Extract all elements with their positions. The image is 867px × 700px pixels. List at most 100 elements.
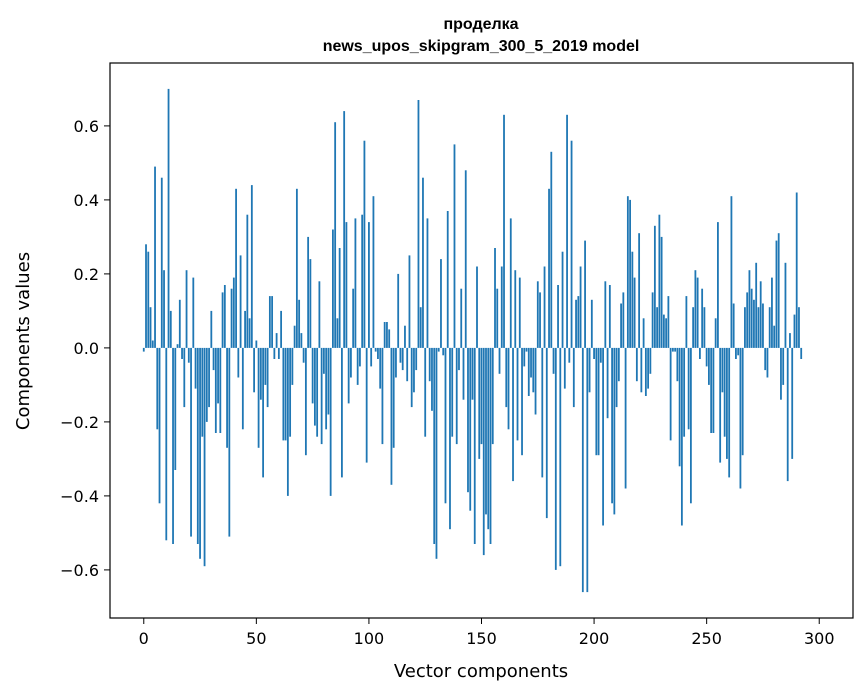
bar xyxy=(415,347,418,371)
bar xyxy=(172,347,174,544)
bar xyxy=(417,100,420,348)
bar xyxy=(271,296,274,348)
bar xyxy=(561,251,564,348)
chart-title-line1: проделка xyxy=(443,16,518,33)
bar xyxy=(395,347,397,378)
bar xyxy=(365,347,368,463)
bar xyxy=(196,347,199,544)
bar xyxy=(730,196,733,348)
bar xyxy=(653,225,656,348)
bar xyxy=(581,347,584,593)
x-axis-label: Vector components xyxy=(394,661,568,682)
bar xyxy=(460,288,463,348)
bar xyxy=(255,340,258,348)
bar xyxy=(239,255,242,348)
bar xyxy=(237,347,240,378)
bar xyxy=(458,347,460,371)
bar xyxy=(298,299,301,348)
bar xyxy=(343,111,346,348)
bar xyxy=(266,347,269,408)
bar xyxy=(147,251,150,348)
bar xyxy=(277,347,280,359)
bar xyxy=(577,296,580,348)
bar xyxy=(606,347,609,419)
bar xyxy=(757,307,760,348)
bar xyxy=(169,310,172,348)
bar xyxy=(635,347,638,382)
bar xyxy=(183,347,186,408)
bars-group xyxy=(142,88,803,593)
bar xyxy=(406,347,409,382)
bar xyxy=(320,347,323,445)
bar xyxy=(728,347,731,478)
bar xyxy=(512,347,514,482)
y-tick-label: −0.4 xyxy=(60,487,99,506)
bar xyxy=(748,270,751,348)
bar xyxy=(259,347,262,400)
bar xyxy=(419,307,422,348)
bar xyxy=(374,347,377,352)
y-tick-label: −0.6 xyxy=(60,561,99,580)
bar xyxy=(721,347,724,393)
bar xyxy=(473,347,476,544)
bar xyxy=(656,307,659,348)
bar xyxy=(250,185,253,348)
bar xyxy=(692,307,695,348)
bar xyxy=(552,347,555,374)
bar xyxy=(775,240,778,348)
bar xyxy=(696,277,699,348)
y-tick-label: −0.2 xyxy=(60,413,99,432)
x-tick-label: 100 xyxy=(354,629,385,648)
x-tick-label: 300 xyxy=(804,629,835,648)
bar xyxy=(750,288,753,348)
bar xyxy=(223,285,226,348)
bar xyxy=(671,347,674,352)
bar xyxy=(444,347,447,504)
bar xyxy=(710,347,713,433)
bar xyxy=(602,347,604,526)
bar xyxy=(388,329,391,348)
bar xyxy=(187,347,190,363)
bar xyxy=(789,333,791,348)
bar xyxy=(390,347,393,485)
bar xyxy=(739,347,742,489)
bar xyxy=(485,347,487,515)
bar xyxy=(181,347,183,359)
bar xyxy=(356,347,359,385)
bar xyxy=(737,347,740,356)
y-tick-label: 0.2 xyxy=(74,265,99,284)
bar xyxy=(329,347,332,496)
bar xyxy=(699,347,701,359)
bar xyxy=(219,347,222,433)
bar xyxy=(768,307,771,348)
bar xyxy=(264,347,267,385)
bar xyxy=(638,233,641,348)
bar xyxy=(701,288,704,348)
bar xyxy=(167,88,170,348)
bar xyxy=(248,318,251,348)
bar xyxy=(766,347,769,378)
bar xyxy=(453,144,456,348)
bar xyxy=(426,218,429,348)
bar xyxy=(480,347,483,445)
bar xyxy=(586,347,589,593)
bar xyxy=(518,277,521,348)
bar xyxy=(680,347,683,526)
bar xyxy=(793,314,796,348)
bar xyxy=(467,347,469,493)
bar xyxy=(717,222,719,348)
bar xyxy=(532,347,535,393)
bar xyxy=(228,347,231,537)
bar xyxy=(286,347,289,496)
bar xyxy=(584,240,586,348)
bar xyxy=(212,347,215,371)
bar xyxy=(762,303,764,348)
bar xyxy=(568,347,571,363)
bar xyxy=(674,347,677,352)
y-tick-label: 0.4 xyxy=(74,191,99,210)
bar xyxy=(744,307,746,348)
x-tick-label: 250 xyxy=(691,629,722,648)
bar xyxy=(424,347,427,437)
bar xyxy=(795,192,798,348)
bar xyxy=(777,233,780,348)
